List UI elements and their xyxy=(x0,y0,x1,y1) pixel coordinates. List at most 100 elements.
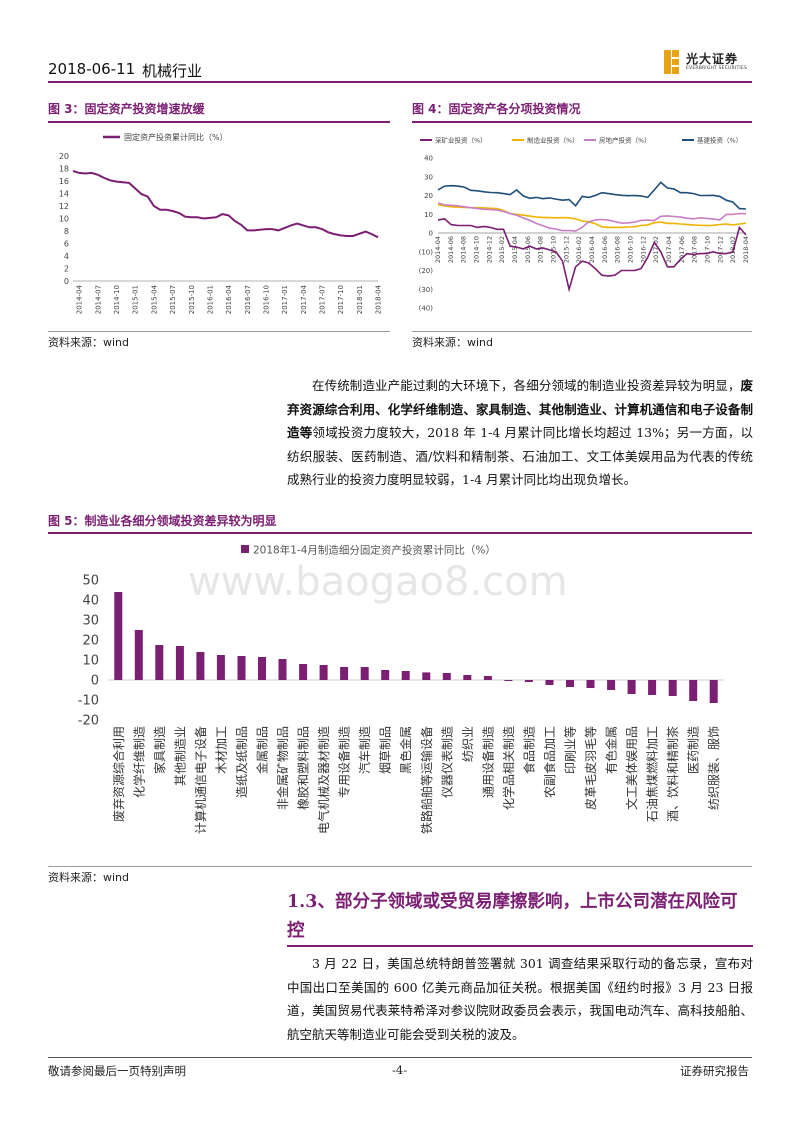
fig3-xtick-label: 2017-04 xyxy=(300,284,308,314)
fig3-xtick-label: 2017-10 xyxy=(337,285,345,314)
fig4-series-line xyxy=(437,202,747,232)
fig3-ytick-label: 14 xyxy=(59,190,69,199)
fig3-xtick-label: 2016-10 xyxy=(262,285,270,314)
fig3-xtick-label: 2014-07 xyxy=(94,285,102,314)
fig4-xtick-label: 2014-04 xyxy=(434,236,442,263)
fig5-ytick-label: 30 xyxy=(82,614,99,629)
fig4-ytick-label: 20 xyxy=(424,192,433,200)
fig5-category-label: 印刷业等 xyxy=(564,726,578,774)
logo-mark-icon xyxy=(664,50,679,74)
fig5-bar xyxy=(216,655,225,680)
fig4-source: 资料来源：wind xyxy=(412,336,494,349)
footer-disclaimer: 敬请参阅最后一页特别声明 xyxy=(48,1064,186,1078)
fig5-category-label: 医药制造 xyxy=(687,726,701,774)
fig5-bar xyxy=(524,680,533,682)
fig4-legend-label: 制造业投资（%） xyxy=(527,136,579,145)
fig5-category-label: 铁路船舶等运输设备 xyxy=(419,726,434,834)
fig5-bar xyxy=(689,680,698,701)
fig4-xtick-label: 2016-06 xyxy=(601,236,609,263)
fig5-legend-label: 2018年1-4月制造细分固定资产投资累计同比（%） xyxy=(253,544,496,557)
fig5-category-label: 非金属矿物制品 xyxy=(275,726,290,810)
body-paragraph-1: 在传统制造业产能过剩的大环境下，各细分领域的制造业投资差异较为明显，废弃资源综合… xyxy=(287,374,753,492)
fig3-legend-label: 固定资产投资累计同比（%） xyxy=(124,132,228,142)
fig5-ytick-label: 50 xyxy=(82,574,99,589)
fig3-xtick-label: 2015-04 xyxy=(150,284,158,314)
fig3-source: 资料来源：wind xyxy=(48,336,130,349)
fig5-ytick-label: 10 xyxy=(82,654,99,669)
watermark: www.baogao8.com xyxy=(188,559,568,605)
fig5-category-label: 化学品相关制造 xyxy=(501,726,516,810)
fig4-xtick-label: 2014-08 xyxy=(460,236,468,263)
fig3-xtick-label: 2015-07 xyxy=(169,285,177,314)
fig4-xtick-label: 2014-10 xyxy=(473,236,481,263)
report-date: 2018-06-11 xyxy=(48,60,136,78)
fig5-category-label: 纺织业 xyxy=(461,726,475,762)
fig5-category-label: 烟草制品 xyxy=(379,726,393,774)
fig3-ytick-label: 2 xyxy=(64,265,69,274)
fig5-chart: www.baogao8.com 2018年1-4月制造细分固定资产投资累计同比（%… xyxy=(78,544,724,834)
fig5-category-label: 化学纤维制造 xyxy=(131,726,146,798)
fig5-category-label: 通用设备制造 xyxy=(481,726,495,798)
fig5-bar xyxy=(504,680,513,681)
fig5-title: 图 5：制造业各细分领域投资差异较为明显 xyxy=(48,514,277,528)
fig4-xtick-label: 2014-12 xyxy=(485,236,493,263)
fig5-category-label: 文工美体娱用品 xyxy=(624,726,639,810)
fig3-xtick-label: 2018-01 xyxy=(356,285,364,314)
fig5-bar xyxy=(340,667,349,680)
logo-text-cn: 光大证券 xyxy=(686,52,739,66)
fig4-xtick-label: 2017-06 xyxy=(678,236,686,263)
fig5-category-label: 电气机械及器材制造 xyxy=(316,726,331,834)
fig5-bar xyxy=(360,667,369,680)
fig3-xtick-label: 2017-01 xyxy=(281,285,289,314)
fig5-source: 资料来源：wind xyxy=(48,871,130,884)
fig4-legend-label: 基建投资（%） xyxy=(697,136,742,145)
fig5-category-label: 食品制造 xyxy=(521,726,536,774)
section-title-rule xyxy=(287,945,753,947)
fig5-bar xyxy=(278,659,287,680)
fig4-xtick-label: 2015-02 xyxy=(498,236,506,263)
fig5-ytick-label: 40 xyxy=(82,594,99,609)
fig3-ytick-label: 4 xyxy=(64,252,69,261)
fig5-bar xyxy=(545,680,554,685)
fig4-xtick-label: 2016-10 xyxy=(627,236,635,263)
fig5-category-label: 纺织服装、服饰 xyxy=(707,726,721,810)
fig5-bar xyxy=(237,656,246,680)
fig5-category-label: 酒、饮料和精制茶 xyxy=(665,726,680,822)
fig3-title-rule xyxy=(48,121,390,123)
fig4-chart: 采矿业投资（%） 制造业投资（%） 房地产投资（%） 基建投资（%） 40 30 20 10 0… xyxy=(419,136,750,313)
fig5-category-label: 汽车制造 xyxy=(357,726,372,774)
fig4-series-line xyxy=(437,218,747,293)
fig3-xtick-label: 2016-01 xyxy=(206,285,214,314)
fig5-ytick-label: 20 xyxy=(82,634,99,649)
fig5-bar xyxy=(155,645,164,680)
fig5-category-label: 废弃资源综合利用 xyxy=(111,726,126,822)
fig3-ytick-label: 18 xyxy=(59,165,69,174)
fig3-xtick-label: 2014-10 xyxy=(113,285,121,314)
fig4-xtick-label: 2015-06 xyxy=(524,236,532,263)
fig4-legend-label: 房地产投资（%） xyxy=(599,136,651,145)
section-title: 1.3、部分子领域或受贸易摩擦影响，上市公司潜在风险可控 xyxy=(287,892,738,941)
fig4-title-rule xyxy=(412,121,752,123)
fig5-bar xyxy=(668,680,677,696)
fig5-bar xyxy=(627,680,636,694)
fig4-xtick-label: 2016-12 xyxy=(639,236,647,263)
fig3-source-rule xyxy=(48,331,390,332)
fig4-xtick-label: 2015-08 xyxy=(537,236,545,263)
fig5-category-label: 橡胶和塑料制品 xyxy=(296,726,311,810)
fig4-ytick-label: (10) xyxy=(419,248,434,256)
fig5-category-label: 造纸及纸制品 xyxy=(235,726,249,798)
fig5-category-label: 仪器仪表制造 xyxy=(440,726,454,798)
fig3-ytick-label: 20 xyxy=(59,152,69,161)
industry-label: 机械行业 xyxy=(142,62,203,80)
fig5-bar xyxy=(586,680,595,688)
fig4-xtick-label: 2015-12 xyxy=(562,236,570,263)
fig5-category-label: 专用设备制造 xyxy=(337,726,352,798)
fig3-xtick-label: 2014-04 xyxy=(76,284,84,314)
fig3-ytick-label: 6 xyxy=(64,240,69,249)
fig5-ytick-label: -20 xyxy=(78,714,99,729)
para2-text: 3 月 22 日，美国总统特朗普签署就 301 调查结果采取行动的备忘录，宣布对… xyxy=(287,956,753,1042)
fig5-bar xyxy=(381,670,390,680)
fig5-category-label: 木材加工 xyxy=(214,726,228,774)
fig5-category-label: 计算机通信电子设备 xyxy=(193,726,208,834)
fig3-xtick-label: 2015-01 xyxy=(132,285,140,314)
